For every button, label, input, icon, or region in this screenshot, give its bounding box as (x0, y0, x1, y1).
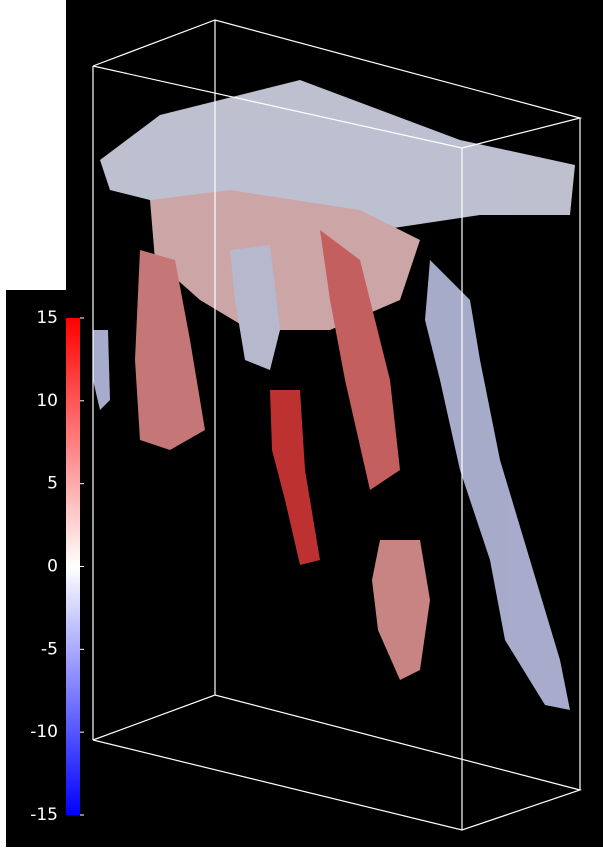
colorbar-tick-label: -10 (30, 722, 58, 742)
colorbar-tick-label: 5 (47, 474, 58, 494)
colorbar-tick-label: 15 (36, 308, 58, 328)
colorbar-tick-label: 0 (47, 557, 58, 577)
colorbar (66, 318, 80, 815)
colorbar-tick-label: -15 (30, 805, 58, 825)
colorbar-tick-label: 10 (36, 391, 58, 411)
colorbar-tick-label: -5 (41, 639, 58, 659)
chart: 15 10 5 0 -5 -10 -15 (0, 0, 603, 847)
